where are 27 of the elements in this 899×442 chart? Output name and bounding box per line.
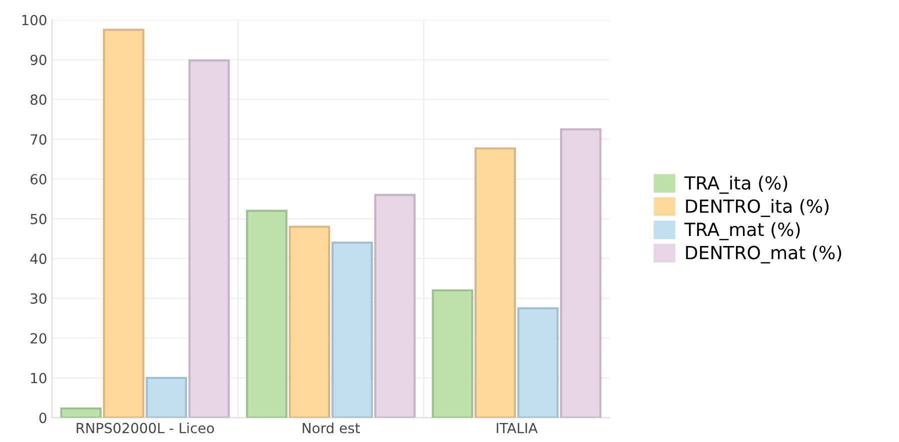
bar [432, 289, 474, 418]
legend-label: TRA_mat (%) [684, 222, 800, 240]
bar [102, 28, 144, 418]
y-tick-label: 50 [30, 214, 46, 224]
x-tick-label: Nord est [302, 422, 360, 434]
bar [146, 376, 188, 418]
bar [517, 307, 559, 418]
y-tick-label: 80 [30, 94, 46, 105]
y-tick-label: 100 [22, 14, 46, 26]
bar [331, 242, 373, 418]
legend-label: TRA_ita (%) [684, 176, 788, 194]
y-tick-label: 20 [30, 333, 46, 344]
bar [288, 226, 330, 418]
legend-label: DENTRO_ita (%) [686, 199, 829, 217]
x-tick-label: ITALIA [496, 422, 538, 434]
x-tick-label: RNPS02000L - Liceo [76, 422, 214, 434]
bar [474, 147, 516, 418]
y-tick-label: 90 [30, 54, 46, 66]
y-tick-label: 0 [39, 412, 46, 424]
y-tick-label: 30 [30, 293, 46, 304]
y-tick-label: 40 [30, 254, 46, 264]
bar [246, 210, 288, 418]
y-tick-label: 10 [31, 372, 46, 384]
bar [60, 407, 102, 418]
y-tick-label: 70 [30, 134, 46, 145]
legend-label: DENTRO_mat (%) [686, 245, 842, 264]
y-tick-label: 60 [30, 174, 46, 184]
